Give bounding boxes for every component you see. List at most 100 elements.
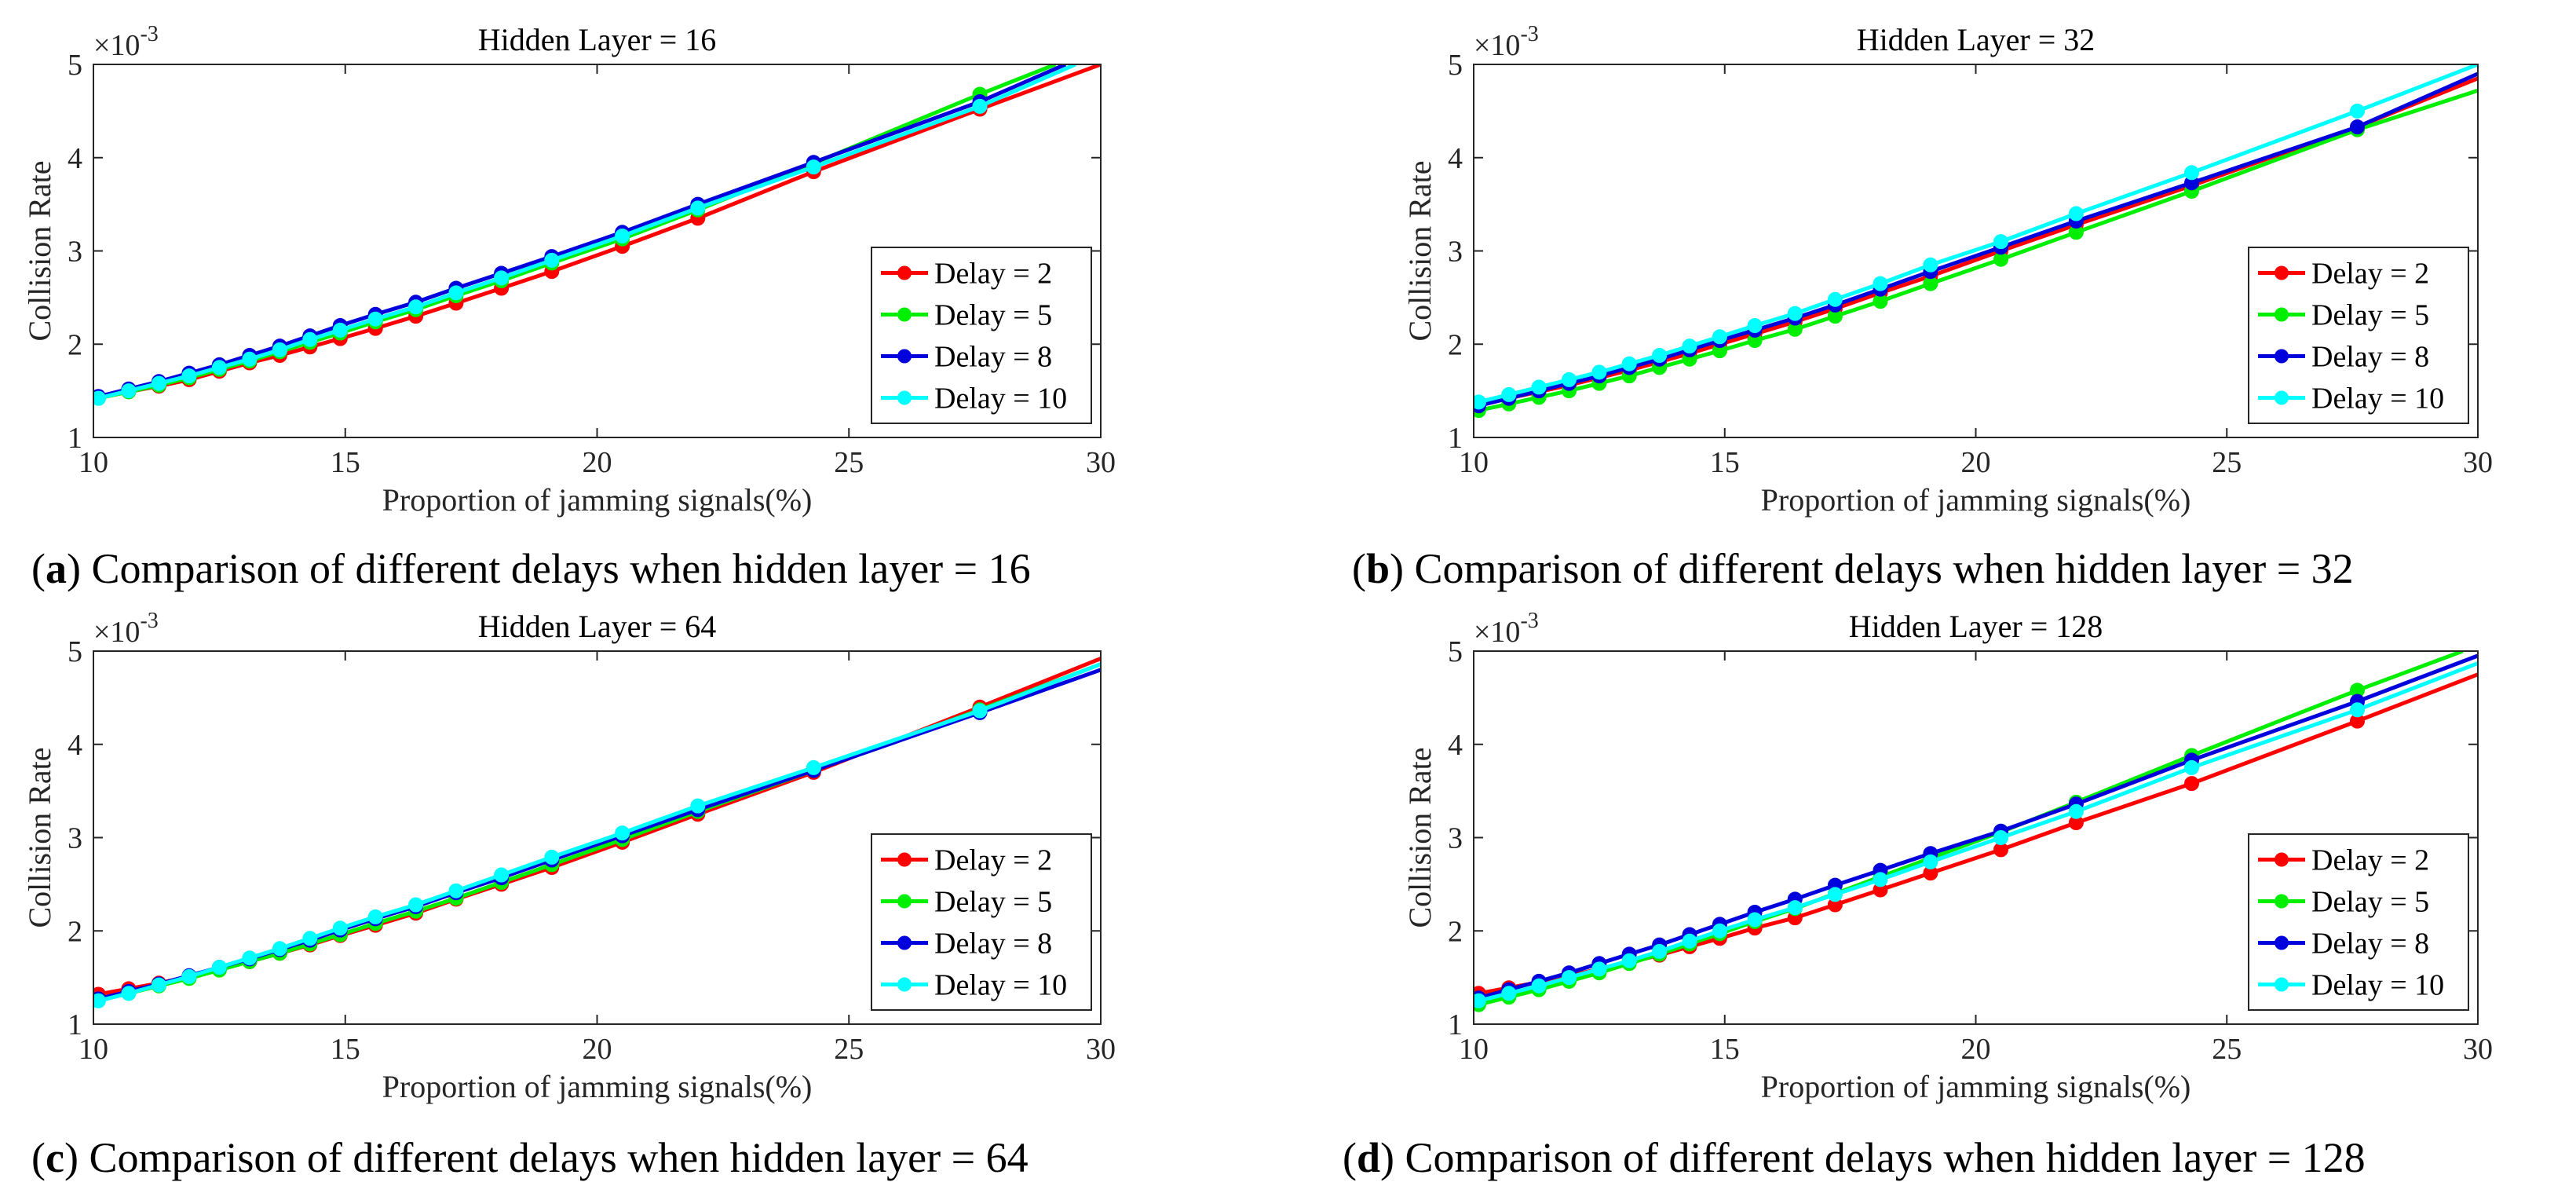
x-tick-label: 25: [2212, 446, 2242, 479]
caption-text: Comparison of different delays when hidd…: [1415, 545, 2354, 592]
panel-caption: (c) Comparison of different delays when …: [31, 1134, 1029, 1181]
legend-label-1: Delay = 2: [2311, 844, 2429, 877]
legend-label-2: Delay = 5: [2311, 299, 2429, 332]
legend: Delay = 2 Delay = 5 Delay = 8 Delay = 10: [871, 247, 1092, 424]
data-point: [367, 311, 383, 327]
x-tick-label: 10: [79, 446, 108, 479]
caption-text: Comparison of different delays when hidd…: [1405, 1134, 2366, 1181]
legend-marker-2: [897, 894, 912, 909]
caption-label: d: [1357, 1134, 1380, 1181]
legend-marker-3: [2275, 935, 2289, 950]
x-tick-label: 15: [331, 1033, 360, 1066]
data-point: [1652, 348, 1668, 363]
caption-text: Comparison of different delays when hidd…: [91, 545, 1030, 592]
x-axis-label: Proportion of jamming signals(%): [1761, 1069, 2191, 1104]
y-multiplier-exponent: -3: [140, 22, 158, 46]
data-point: [367, 909, 383, 924]
data-point: [2068, 206, 2084, 221]
data-point: [1712, 329, 1727, 345]
data-point: [1873, 872, 1888, 887]
x-tick-label: 15: [1710, 1033, 1740, 1066]
y-multiplier-exponent: -3: [140, 609, 158, 633]
legend-marker-2: [897, 307, 912, 322]
data-point: [615, 825, 630, 841]
legend-label-1: Delay = 2: [2311, 258, 2429, 291]
caption-close-paren: ): [1380, 1134, 1405, 1181]
legend-label-4: Delay = 10: [2311, 969, 2444, 1002]
legend-marker-3: [2275, 349, 2289, 364]
y-tick-label: 4: [1448, 729, 1463, 762]
y-tick-label: 2: [1448, 915, 1463, 948]
data-point: [1827, 291, 1843, 307]
legend-marker-3: [897, 349, 912, 364]
data-point: [1621, 356, 1637, 371]
y-tick-label: 5: [1448, 49, 1463, 82]
y-multiplier-base: ×10: [1474, 29, 1520, 62]
data-point: [2184, 776, 2199, 792]
y-tick-label: 5: [68, 635, 82, 668]
caption-close-paren: ): [64, 1134, 89, 1181]
legend-marker-2: [2275, 894, 2289, 909]
x-tick-label: 25: [2212, 1033, 2242, 1066]
y-tick-label: 1: [68, 1008, 82, 1041]
data-point: [690, 200, 706, 216]
data-point: [408, 897, 424, 913]
x-axis-label: Proportion of jamming signals(%): [1761, 482, 2191, 518]
data-point: [93, 390, 106, 406]
series-group: [93, 64, 1101, 406]
data-point: [1591, 961, 1607, 977]
data-point: [121, 986, 137, 1001]
data-point: [242, 950, 258, 966]
data-point: [448, 883, 464, 898]
data-point: [615, 229, 630, 243]
legend-label-2: Delay = 5: [934, 886, 1052, 919]
legend-label-1: Delay = 2: [934, 258, 1052, 291]
y-tick-label: 4: [1448, 142, 1463, 175]
data-point: [2184, 759, 2199, 775]
data-point: [181, 368, 197, 384]
y-multiplier-base: ×10: [1474, 616, 1520, 649]
data-point: [302, 931, 318, 946]
panel-caption: (d) Comparison of different delays when …: [1343, 1134, 2366, 1181]
data-point: [332, 920, 348, 936]
caption-close-paren: ): [1390, 545, 1414, 592]
y-tick-label: 5: [68, 49, 82, 82]
data-point: [1501, 986, 1517, 1001]
legend-marker-1: [897, 265, 912, 280]
panel-caption: (a) Comparison of different delays when …: [31, 545, 1031, 592]
data-point: [2350, 103, 2365, 119]
legend-marker-1: [2275, 852, 2289, 867]
data-point: [544, 849, 560, 865]
data-point: [1712, 923, 1727, 939]
chart-title: Hidden Layer = 128: [1849, 609, 2103, 644]
data-point: [151, 375, 166, 391]
y-multiplier-base: ×10: [93, 616, 140, 649]
data-point: [1562, 970, 1577, 986]
legend-label-2: Delay = 5: [934, 299, 1052, 332]
data-point: [1747, 318, 1763, 333]
caption-open-paren: (: [31, 545, 46, 592]
y-tick-label: 5: [1448, 635, 1463, 668]
data-point: [272, 342, 287, 357]
x-tick-label: 15: [1710, 446, 1740, 479]
data-point: [1682, 933, 1697, 949]
y-tick-label: 1: [68, 422, 82, 455]
legend-marker-1: [897, 852, 912, 867]
legend-marker-4: [2275, 390, 2289, 405]
x-tick-label: 15: [331, 446, 360, 479]
chart-title: Hidden Layer = 16: [478, 22, 717, 57]
caption-open-paren: (: [1352, 545, 1366, 592]
data-point: [2350, 702, 2365, 718]
y-tick-label: 2: [1448, 328, 1463, 361]
y-multiplier-base: ×10: [93, 29, 140, 62]
y-axis-label: Collision Rate: [1402, 748, 1438, 928]
y-tick-label: 3: [68, 822, 82, 855]
chart-title: Hidden Layer = 32: [1857, 22, 2096, 57]
x-tick-label: 20: [583, 1033, 612, 1066]
chart-panel-c: 10 15 20 25 30 1 2 3 4 5 ×10-3 Hidden Layer = 64 Pro…: [22, 609, 1116, 1181]
series-group: [1474, 651, 2478, 1012]
legend: Delay = 2 Delay = 5 Delay = 8 Delay = 10: [2248, 247, 2469, 424]
legend-marker-2: [2275, 307, 2289, 322]
data-point: [690, 798, 706, 814]
data-point: [972, 98, 988, 114]
